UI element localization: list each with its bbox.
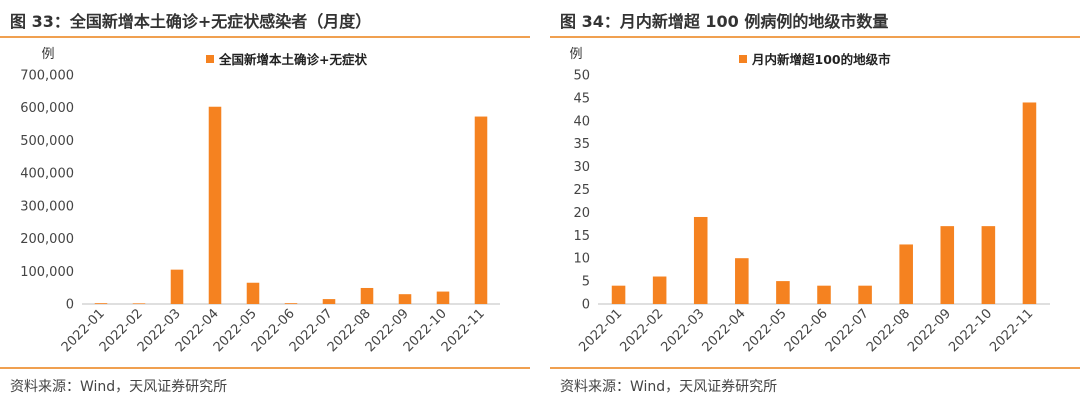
y-tick-label: 5 [582, 275, 590, 290]
legend: 全国新增本土确诊+无症状 [206, 52, 367, 67]
y-tick-label: 30 [573, 160, 590, 175]
x-tick-label: 2022-01 [576, 306, 625, 355]
chart-panel-cities: 图 34：月内新增超 100 例病例的地级市数量 例 月内新增超100的地级市 0 5… [550, 0, 1080, 402]
y-axis-label: 例 [569, 47, 582, 62]
bar-2022-10 [436, 291, 450, 304]
y-tick-label: 500,000 [20, 134, 74, 149]
bar-2022-03 [170, 269, 184, 304]
y-tick-label: 400,000 [20, 167, 74, 182]
y-tick-label: 35 [573, 137, 590, 152]
y-tick-label: 45 [573, 91, 590, 106]
y-tick-label: 15 [573, 229, 590, 244]
bar-2022-01 [94, 303, 108, 304]
x-tick-label: 2022-09 [905, 306, 954, 355]
bar-2022-03 [693, 216, 708, 304]
legend-swatch [206, 55, 214, 63]
bar-2022-08 [899, 244, 913, 304]
x-tick-label: 2022-07 [823, 306, 872, 355]
bar-2022-07 [858, 285, 872, 304]
y-tick-label: 0 [582, 298, 590, 313]
legend: 月内新增超100的地级市 [739, 52, 891, 67]
legend-label: 全国新增本土确诊+无症状 [218, 52, 367, 67]
bar-2022-06 [817, 285, 831, 304]
source-rule [0, 367, 530, 369]
x-tick-label: 2022-08 [864, 306, 913, 355]
title-rule [550, 36, 1080, 38]
legend-label: 月内新增超100的地级市 [751, 52, 891, 67]
chart-title: 图 34：月内新增超 100 例病例的地级市数量 [560, 12, 889, 31]
y-tick-label: 50 [573, 69, 590, 84]
chart-cities: 例 月内新增超100的地级市 0 5 10 15 20 25 30 35 40 45 50 2022-01… [569, 47, 1050, 355]
chart-title: 图 33：全国新增本土确诊+无症状感染者（月度） [10, 12, 372, 31]
x-tick-label: 2022-11 [987, 306, 1036, 355]
bar-2022-09 [398, 294, 412, 304]
bar-2022-02 [652, 276, 667, 304]
bar-2022-05 [776, 281, 790, 304]
y-tick-label: 700,000 [20, 69, 74, 84]
source-note: 资料来源：Wind，天风证券研究所 [10, 379, 228, 395]
y-tick-label: 100,000 [20, 265, 74, 280]
legend-swatch [739, 55, 747, 63]
y-tick-label: 40 [573, 114, 590, 129]
bar-2022-11 [1022, 102, 1037, 304]
x-tick-label: 2022-04 [700, 306, 749, 355]
y-tick-label: 25 [573, 183, 590, 198]
bar-2022-07 [322, 299, 336, 304]
y-tick-label: 0 [66, 298, 74, 313]
bar-2022-06 [284, 303, 298, 304]
bar-2022-10 [981, 226, 996, 304]
x-tick-label: 2022-03 [659, 306, 708, 355]
y-tick-label: 200,000 [20, 232, 74, 247]
bar-2022-01 [611, 285, 626, 304]
y-tick-label: 600,000 [20, 101, 74, 116]
bar-2022-04 [208, 106, 222, 305]
source-note: 资料来源：Wind，天风证券研究所 [560, 379, 778, 395]
title-rule [0, 36, 530, 38]
y-tick-label: 10 [573, 252, 590, 267]
source-rule [550, 367, 1080, 369]
y-axis-label: 例 [41, 47, 54, 62]
chart-panel-cases: 图 33：全国新增本土确诊+无症状感染者（月度） 例 全国新增本土确诊+无症状 0 1… [0, 0, 530, 402]
bar-2022-08 [360, 287, 374, 304]
y-tick-label: 300,000 [20, 199, 74, 214]
bar-2022-04 [735, 258, 749, 304]
x-tick-label: 2022-06 [782, 306, 831, 355]
chart-cases: 例 全国新增本土确诊+无症状 0 100,000 200,000 300,000 400,0… [20, 47, 500, 355]
x-tick-label: 2022-02 [617, 306, 666, 355]
bar-2022-05 [246, 282, 260, 304]
bar-2022-11 [474, 116, 488, 304]
y-tick-label: 20 [573, 206, 590, 221]
x-tick-label: 2022-10 [946, 306, 995, 355]
bar-2022-02 [132, 303, 146, 304]
x-tick-label: 2022-05 [741, 306, 790, 355]
bar-2022-09 [940, 226, 955, 304]
